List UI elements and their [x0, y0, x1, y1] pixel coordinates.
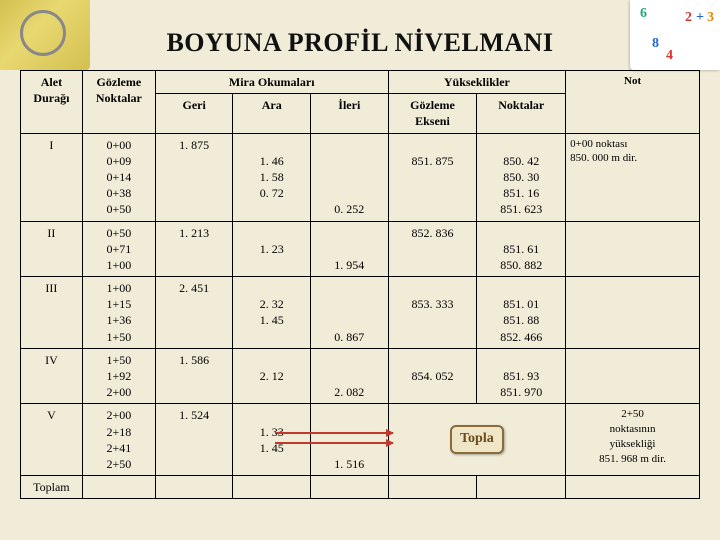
cell-ara: 2. 32 1. 45 — [233, 277, 311, 349]
header-ara: Ara — [233, 94, 311, 133]
cell-alet: III — [21, 277, 83, 349]
decoration-right: 6 2 + 3 8 4 — [630, 0, 720, 70]
cell-noktalar: 851. 61 850. 882 — [477, 221, 566, 277]
cell-ara: 1. 33 1. 45 — [233, 404, 311, 476]
deco-num: 8 — [652, 36, 659, 52]
cell-alet: V — [21, 404, 83, 476]
cell-ileri: 1. 954 — [311, 221, 389, 277]
cell-empty — [311, 476, 389, 499]
page-title: BOYUNA PROFİL NİVELMANI — [0, 0, 720, 70]
cell-noktalar: 851. 01 851. 88 852. 466 — [477, 277, 566, 349]
cell-alet: II — [21, 221, 83, 277]
cell-ileri: 0. 252 — [311, 133, 389, 221]
deco-num: 4 — [666, 48, 673, 64]
table-row: I 0+00 0+09 0+14 0+38 0+50 1. 875 1. 46 … — [21, 133, 700, 221]
cell-ileri: 2. 082 — [311, 348, 389, 404]
cell-gozleme: 0+00 0+09 0+14 0+38 0+50 — [82, 133, 155, 221]
cell-empty — [233, 476, 311, 499]
header-noktalar: Noktalar — [477, 94, 566, 133]
cell-geri: 1. 875 — [155, 133, 233, 221]
table-row: V 2+00 2+18 2+41 2+50 1. 524 1. 33 1. 45… — [21, 404, 700, 476]
cell-not — [566, 277, 700, 349]
header-geri: Geri — [155, 94, 233, 133]
cell-ara: 1. 46 1. 58 0. 72 — [233, 133, 311, 221]
cell-not: 2+50 noktasının yüksekliği 851. 968 m di… — [566, 404, 700, 476]
cell-noktalar: 850. 42 850. 30 851. 16 851. 623 — [477, 133, 566, 221]
cell-ileri: 1. 516 — [311, 404, 389, 476]
cell-gozleme: 2+00 2+18 2+41 2+50 — [82, 404, 155, 476]
cell-empty — [566, 476, 700, 499]
cell-gozleme: 0+50 0+71 1+00 — [82, 221, 155, 277]
arrow-icon — [275, 442, 393, 444]
cell-empty — [388, 476, 477, 499]
header-gozleme: Gözleme Noktalar — [82, 71, 155, 134]
cell-gozleme: 1+50 1+92 2+00 — [82, 348, 155, 404]
header-not: Not — [566, 71, 700, 134]
nivelman-table: Alet Durağı Gözleme Noktalar Mira Okumal… — [20, 70, 700, 499]
cell-not: 0+00 noktası 850. 000 m dir. — [566, 133, 700, 221]
header-mira: Mira Okumaları — [155, 71, 388, 94]
cell-toplam: Toplam — [21, 476, 83, 499]
table-row: IV 1+50 1+92 2+00 1. 586 2. 12 2. 082 85… — [21, 348, 700, 404]
cell-ekseni: 854. 052 — [388, 348, 477, 404]
cell-ekseni: 852. 836 — [388, 221, 477, 277]
cell-ileri: 0. 867 — [311, 277, 389, 349]
cell-not — [566, 348, 700, 404]
topla-button[interactable]: Topla — [450, 425, 504, 454]
cell-geri: 1. 524 — [155, 404, 233, 476]
header-ileri: İleri — [311, 94, 389, 133]
decoration-left — [0, 0, 90, 70]
cell-ekseni: 851. 875 — [388, 133, 477, 221]
deco-num: 3 — [707, 10, 714, 26]
header-yukseklikler: Yükseklikler — [388, 71, 566, 94]
cell-ekseni: 853. 333 — [388, 277, 477, 349]
cell-gozleme: 1+00 1+15 1+36 1+50 — [82, 277, 155, 349]
cell-geri: 1. 586 — [155, 348, 233, 404]
cell-alet: IV — [21, 348, 83, 404]
deco-num: + — [696, 10, 704, 26]
table-row-total: Toplam — [21, 476, 700, 499]
arrow-icon — [275, 432, 393, 434]
deco-num: 2 — [685, 10, 692, 26]
cell-alet: I — [21, 133, 83, 221]
cell-geri: 2. 451 — [155, 277, 233, 349]
cell-empty — [155, 476, 233, 499]
cell-noktalar: 851. 93 851. 970 — [477, 348, 566, 404]
deco-num: 6 — [640, 6, 647, 22]
cell-not — [566, 221, 700, 277]
topla-container: Topla — [393, 425, 562, 454]
cell-ara: 2. 12 — [233, 348, 311, 404]
header-alet: Alet Durağı — [21, 71, 83, 134]
cell-ara: 1. 23 — [233, 221, 311, 277]
table-row: III 1+00 1+15 1+36 1+50 2. 451 2. 32 1. … — [21, 277, 700, 349]
cell-geri: 1. 213 — [155, 221, 233, 277]
cell-empty — [477, 476, 566, 499]
table-row: II 0+50 0+71 1+00 1. 213 1. 23 1. 954 85… — [21, 221, 700, 277]
header-ekseni: Gözleme Ekseni — [388, 94, 477, 133]
cell-empty — [82, 476, 155, 499]
